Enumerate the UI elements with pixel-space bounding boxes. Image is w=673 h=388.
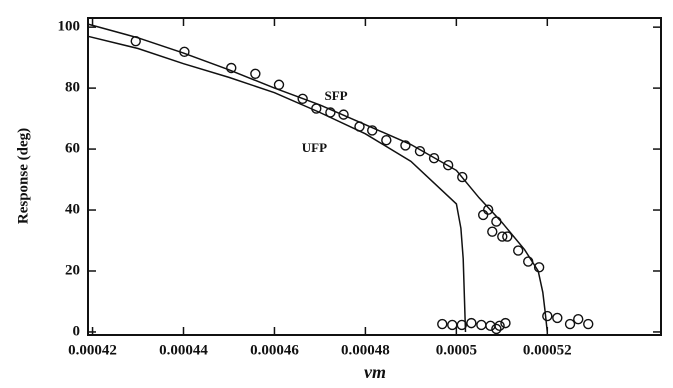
x-tick-label: 0.0005: [436, 342, 477, 358]
data-point: [497, 231, 508, 242]
data-point: [414, 146, 426, 157]
curve: [87, 23, 549, 333]
data-point: [442, 160, 454, 171]
data-point: [273, 79, 285, 90]
data-point: [297, 93, 308, 104]
data-point: [523, 256, 534, 267]
curve: [87, 35, 467, 333]
curve-label: SFP: [324, 88, 347, 103]
data-point: [552, 312, 563, 324]
x-tick-label: 0.00048: [341, 342, 390, 358]
data-point: [513, 245, 524, 256]
data-point: [500, 317, 511, 329]
x-tick-label: 0.00042: [68, 342, 117, 358]
x-tick-label: 0.00044: [159, 342, 208, 358]
data-point: [583, 318, 594, 330]
x-tick-label: 0.00046: [250, 342, 299, 358]
data-point: [533, 262, 545, 273]
y-tick-label: 80: [65, 80, 80, 96]
y-tick-label: 40: [65, 201, 80, 217]
data-point: [338, 109, 349, 120]
y-tick-label: 0: [73, 323, 81, 339]
data-point: [466, 317, 477, 329]
data-point: [494, 320, 505, 332]
data-point: [447, 319, 458, 331]
plot-frame: [87, 17, 662, 336]
data-point: [130, 35, 141, 47]
curve-label: UFP: [302, 140, 327, 155]
data-point: [487, 226, 498, 237]
y-tick-label: 100: [58, 19, 81, 35]
data-point: [542, 310, 553, 322]
data-point: [564, 318, 576, 330]
data-point: [491, 216, 502, 227]
data-point: [491, 323, 502, 335]
data-point: [381, 135, 392, 146]
data-point: [456, 319, 468, 331]
data-point: [428, 153, 440, 164]
data-point: [311, 103, 322, 114]
x-axis-label: νm: [364, 362, 386, 382]
data-point: [226, 62, 237, 74]
data-point: [325, 107, 336, 118]
data-point: [477, 209, 489, 221]
data-point: [476, 319, 487, 331]
data-point: [179, 46, 190, 58]
data-point: [437, 318, 448, 330]
data-point: [502, 231, 513, 242]
data-point: [573, 313, 584, 325]
data-point: [250, 68, 261, 79]
y-axis-label: Response (deg): [15, 128, 31, 224]
y-tick-label: 20: [65, 262, 80, 278]
y-tick-label: 60: [65, 141, 80, 157]
x-tick-label: 0.00052: [523, 342, 572, 358]
data-point: [400, 140, 411, 151]
data-point: [482, 204, 494, 215]
data-point: [457, 171, 468, 183]
data-point: [367, 125, 378, 136]
data-point: [354, 121, 365, 132]
